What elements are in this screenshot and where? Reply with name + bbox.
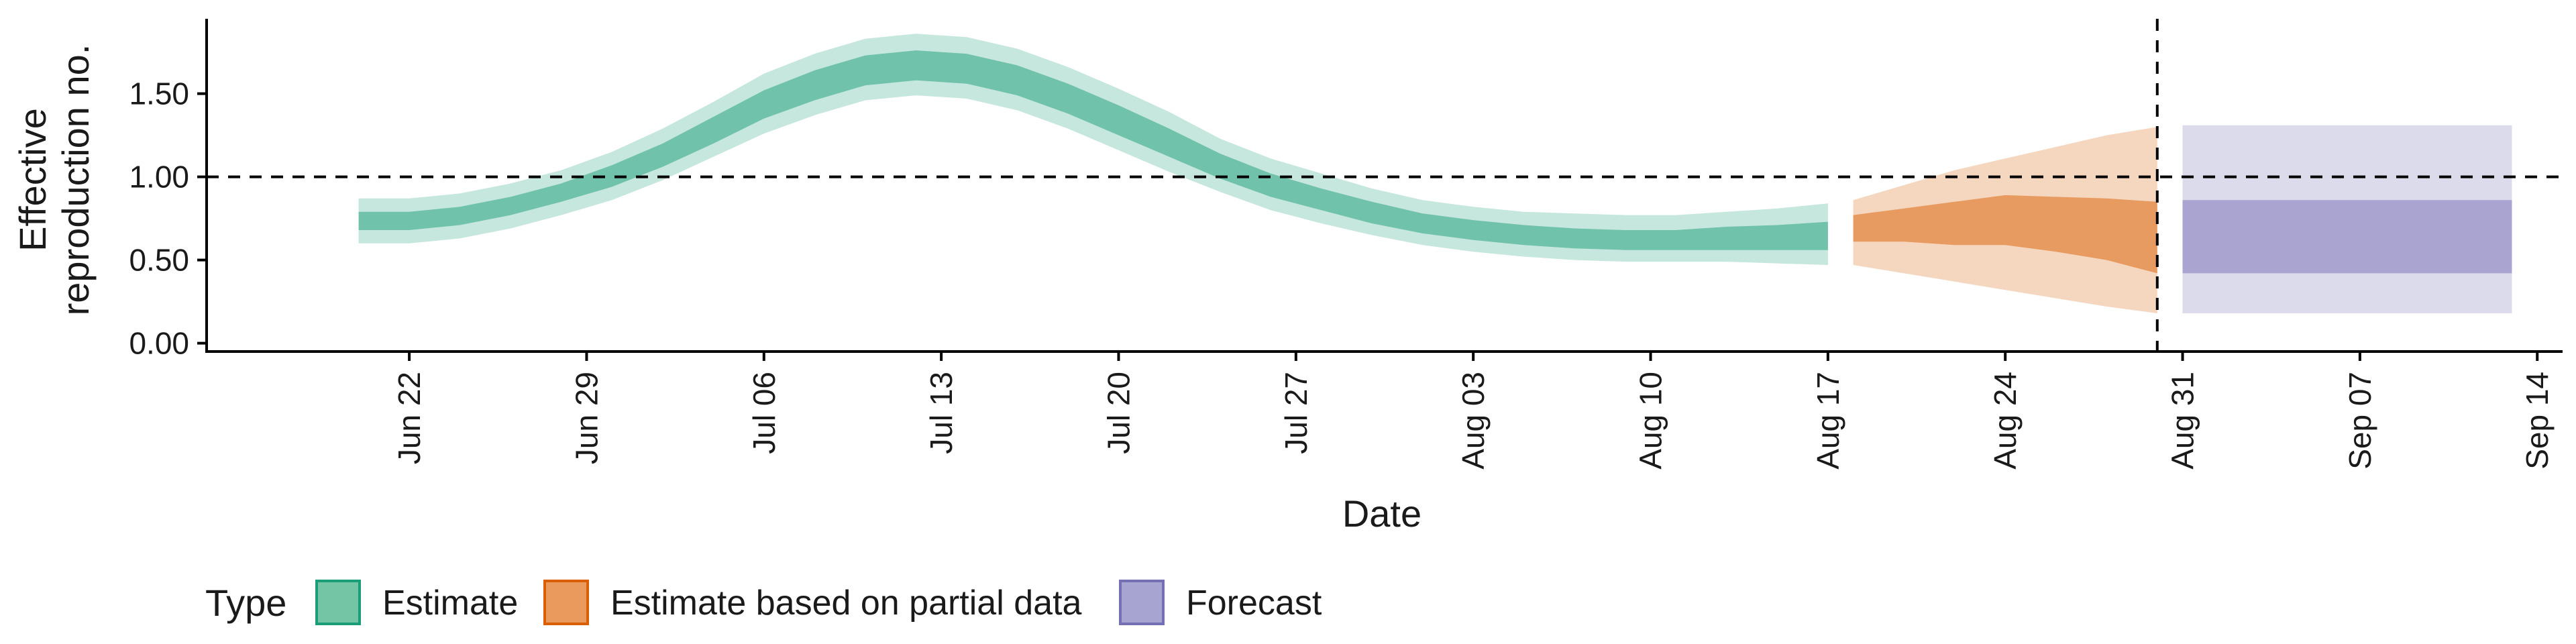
estimate-bands [358, 34, 2512, 313]
legend-key [543, 580, 589, 625]
x-tick-label: Jul 13 [924, 372, 959, 454]
legend-label: Forecast [1186, 584, 1322, 623]
estimate-outer-band [358, 34, 1828, 266]
y-tick-label: 0.50 [129, 243, 189, 278]
x-tick-label: Aug 17 [1811, 372, 1845, 470]
y-tick-label: 0.00 [129, 326, 189, 361]
legend: Type Estimate Estimate based on partial d… [205, 580, 1322, 625]
y-axis-title-line-1: Effective [11, 108, 54, 252]
reference-lines [207, 19, 2563, 352]
axes: 0.00 0.50 1.00 1.50 Jun 22 Jun 29 Jul 06 Jul 13… [129, 19, 2563, 470]
y-axis-title-line-2: reproduction no. [54, 44, 97, 316]
x-tick-label: Jul 20 [1102, 372, 1136, 454]
x-tick-label: Jul 06 [747, 372, 782, 454]
x-tick-label: Jun 22 [392, 372, 427, 464]
legend-key [315, 580, 361, 625]
y-tick-label: 1.50 [129, 76, 189, 111]
y-axis-title: Effective reproduction no. [11, 44, 97, 316]
legend-label: Estimate [382, 584, 518, 623]
estimate-inner-band [358, 50, 1828, 250]
x-tick-label: Jul 27 [1279, 372, 1313, 454]
x-tick-label: Aug 31 [2165, 372, 2200, 470]
x-tick-label: Aug 24 [1988, 372, 2023, 470]
x-tick-label: Jun 29 [570, 372, 604, 464]
y-tick-label: 1.00 [129, 160, 189, 195]
estimate-based-on-partial-data-inner-band [1853, 195, 2157, 274]
x-tick-label: Sep 07 [2343, 372, 2377, 470]
x-tick-label: Aug 10 [1633, 372, 1668, 470]
legend-label: Estimate based on partial data [610, 584, 1082, 623]
x-tick-label: Aug 03 [1456, 372, 1491, 470]
forecast-inner-band [2182, 200, 2512, 274]
x-tick-label: Sep 14 [2520, 372, 2555, 470]
legend-key [1119, 580, 1165, 625]
x-axis-title: Date [1342, 492, 1421, 535]
legend-title: Type [205, 582, 286, 624]
